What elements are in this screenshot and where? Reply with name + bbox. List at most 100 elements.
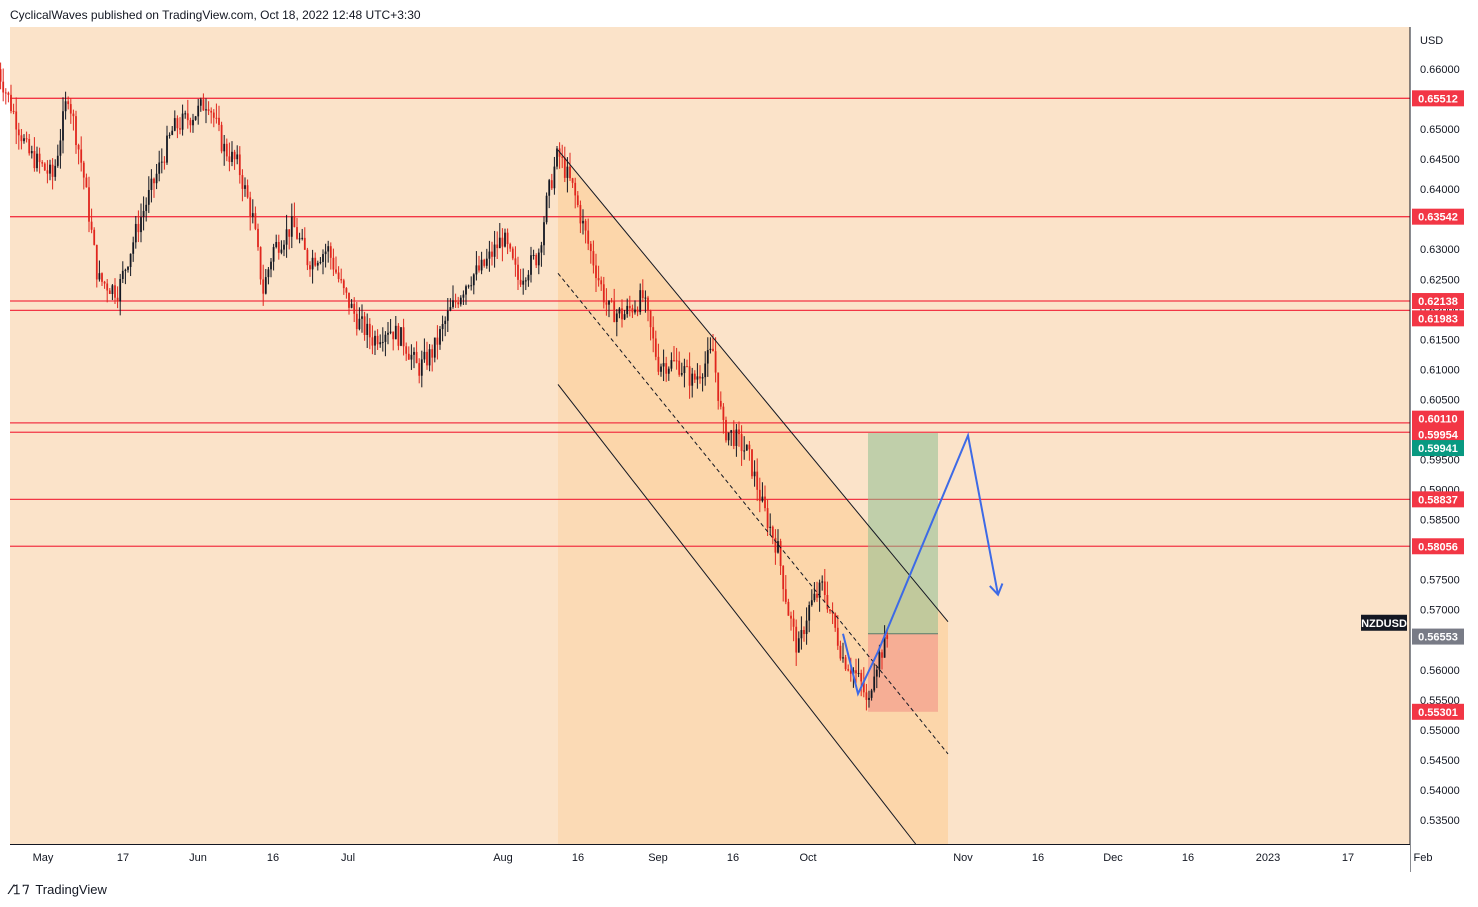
- candle: [335, 256, 337, 275]
- candle: [137, 210, 140, 243]
- candle: [431, 344, 434, 372]
- candle: [782, 565, 785, 602]
- position-tool[interactable]: [868, 433, 938, 712]
- level-label-2-bg: [1412, 293, 1464, 310]
- candle: [509, 242, 512, 252]
- candle: [444, 316, 447, 337]
- candle: [379, 334, 382, 348]
- time-tick-2: Jun: [189, 852, 207, 864]
- candle: [836, 615, 839, 650]
- candle: [610, 297, 613, 303]
- candle: [766, 499, 769, 536]
- time-tick-7: Sep: [648, 852, 668, 864]
- candle: [327, 240, 330, 263]
- publish-info: CyclicalWaves published on TradingView.c…: [10, 8, 421, 22]
- candle: [303, 227, 306, 250]
- candle: [667, 366, 670, 381]
- price-tick-4: 0.64000: [1420, 184, 1460, 196]
- candle: [293, 202, 296, 228]
- candle: [792, 610, 795, 642]
- candle: [257, 223, 259, 251]
- channel-lower-line[interactable]: [557, 384, 917, 845]
- footer-brand[interactable]: ⁄𝟷𝟽 TradingView: [10, 881, 107, 898]
- candle: [779, 538, 782, 575]
- price-tick-25: 0.53500: [1420, 815, 1460, 827]
- candle: [262, 264, 265, 306]
- candle: [706, 337, 709, 377]
- candle: [813, 582, 816, 603]
- candle: [543, 216, 545, 256]
- candle: [254, 206, 257, 231]
- candle: [582, 209, 584, 235]
- candle: [483, 258, 486, 268]
- symbol-tag-bg: [1361, 614, 1407, 631]
- candle: [272, 243, 275, 271]
- candle: [90, 208, 93, 234]
- candle: [189, 117, 192, 133]
- candle: [639, 283, 642, 315]
- candle: [218, 105, 220, 132]
- candle: [202, 93, 205, 111]
- tradingview-logo-icon: ⁄𝟷𝟽: [10, 881, 31, 897]
- candles: [0, 62, 889, 711]
- candle: [600, 276, 603, 291]
- candle: [134, 216, 137, 249]
- candle: [309, 261, 311, 277]
- candle: [194, 115, 197, 121]
- candle: [647, 295, 649, 322]
- candle: [795, 619, 798, 666]
- price-chart[interactable]: USD 0.660000.655000.650000.645000.640000…: [0, 0, 1478, 872]
- candle: [319, 257, 322, 265]
- candle: [410, 344, 413, 370]
- candle: [251, 199, 254, 224]
- candle: [686, 359, 688, 368]
- price-tick-15: 0.58500: [1420, 515, 1460, 527]
- price-tick-23: 0.54500: [1420, 755, 1460, 767]
- candle: [225, 138, 228, 162]
- candle: [241, 169, 244, 202]
- candle: [56, 144, 59, 168]
- stop-label-bg: [1412, 703, 1464, 720]
- candle: [337, 266, 340, 283]
- candle: [54, 159, 57, 181]
- candle: [236, 145, 239, 165]
- channel-middle-line[interactable]: [557, 272, 949, 755]
- candle: [10, 84, 12, 114]
- target-label: 0.59941: [1418, 443, 1458, 455]
- candle: [23, 134, 25, 144]
- candle: [587, 218, 590, 251]
- candle: [407, 346, 410, 360]
- candle: [602, 276, 605, 309]
- candle: [769, 513, 772, 535]
- candle: [340, 268, 343, 284]
- candle: [860, 669, 863, 697]
- candle: [803, 626, 805, 642]
- candle: [855, 658, 857, 684]
- position-loss-zone[interactable]: [868, 633, 938, 712]
- candle: [186, 99, 189, 129]
- candle: [397, 323, 400, 351]
- projection-line[interactable]: [842, 432, 999, 697]
- candle: [834, 612, 837, 632]
- candle: [488, 240, 491, 272]
- target-label-bg: [1412, 440, 1464, 457]
- candle: [371, 325, 374, 355]
- candle: [192, 113, 194, 133]
- candle: [670, 352, 673, 372]
- currency-label: USD: [1420, 35, 1443, 47]
- candle: [457, 296, 460, 309]
- candle: [77, 143, 80, 165]
- candle: [163, 156, 166, 170]
- candle: [244, 177, 246, 197]
- candle: [535, 253, 538, 269]
- channel-upper-line[interactable]: [557, 149, 949, 623]
- price-tick-10: 0.61000: [1420, 364, 1460, 376]
- candle: [496, 231, 499, 260]
- candle: [730, 429, 733, 446]
- candle: [446, 298, 449, 332]
- candle: [875, 666, 878, 689]
- candle: [199, 97, 202, 112]
- price-tick-3: 0.64500: [1420, 154, 1460, 166]
- brand-name: TradingView: [35, 882, 107, 897]
- candle: [636, 306, 639, 317]
